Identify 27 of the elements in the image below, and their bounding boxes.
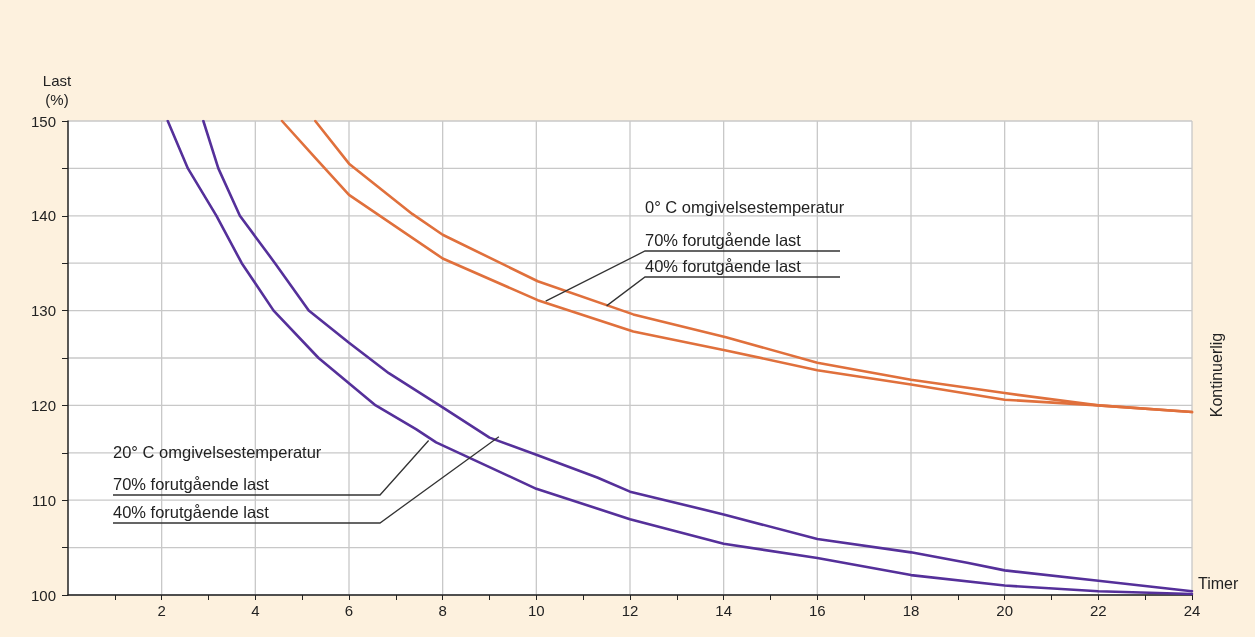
y-tick-label: 100 <box>30 586 56 604</box>
y-tick-label: 130 <box>30 302 56 320</box>
y-tick-label: 140 <box>30 207 56 225</box>
annotation: 40% forutgående last <box>645 257 802 275</box>
y-tick-label: 150 <box>30 112 56 130</box>
x-tick-label: 20 <box>996 602 1014 619</box>
text: Kontinuerlig <box>1207 332 1225 418</box>
x-tick-label: 22 <box>1089 602 1107 619</box>
annotation: 0° C omgivelsestemperatur <box>645 198 845 216</box>
annotation: 70% forutgående last <box>113 475 270 493</box>
x-tick-label: 16 <box>808 602 826 619</box>
x-tick-label: 10 <box>527 602 545 619</box>
x-axis-title: Timer <box>1198 574 1239 592</box>
annotation: 20° C omgivelsestemperatur <box>113 443 322 461</box>
y-axis-title: Last (%) <box>42 72 72 108</box>
y-tick-label: 120 <box>30 396 56 414</box>
x-tick-label: 8 <box>438 602 447 619</box>
x-tick-label: 24 <box>1183 602 1201 619</box>
annotation: 70% forutgående last <box>645 231 802 249</box>
x-tick-label: 2 <box>157 602 166 619</box>
y-tick-label: 110 <box>32 491 56 509</box>
x-tick-label: 14 <box>715 602 733 619</box>
x-tick-label: 6 <box>344 602 354 619</box>
x-tick-label: 12 <box>621 602 639 619</box>
annotation: 40% forutgående last <box>113 503 270 521</box>
x-tick-label: 4 <box>251 602 260 619</box>
x-tick-label: 18 <box>902 602 920 619</box>
